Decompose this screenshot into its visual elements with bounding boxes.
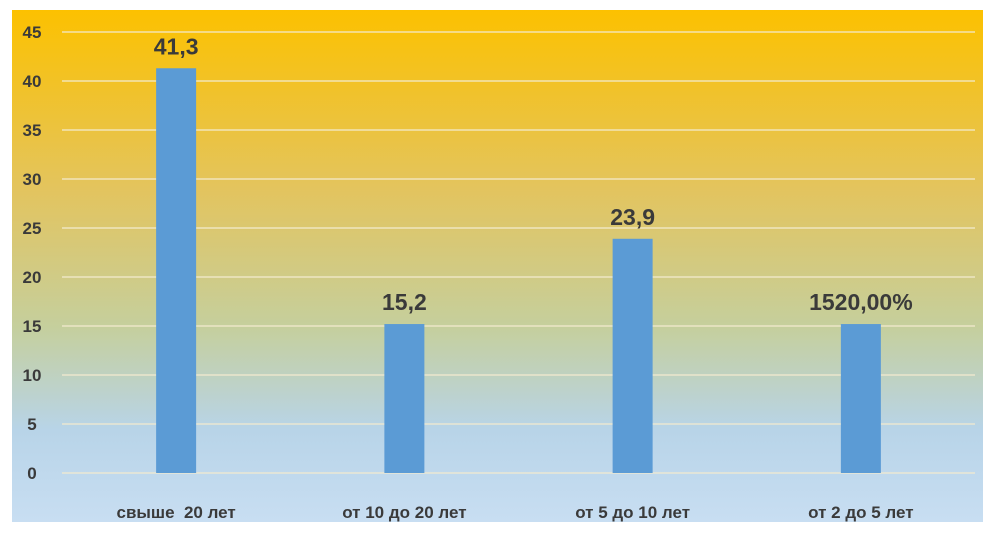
data-label: 41,3	[154, 33, 199, 59]
x-tick-label: от 10 до 20 лет	[342, 503, 466, 522]
data-label: 15,2	[382, 289, 427, 315]
x-tick-label: свыше 20 лет	[116, 503, 235, 522]
y-tick-label: 40	[23, 72, 42, 91]
y-tick-label: 10	[23, 366, 42, 385]
data-label: 1520,00%	[809, 289, 913, 315]
y-tick-label: 45	[23, 23, 42, 42]
bar-chart: 0 5 10 15 20 25 30 35 40 45 41,3 свыше 20 лет 15,2 от…	[23, 23, 975, 522]
y-tick-label: 25	[23, 219, 42, 238]
bar	[840, 324, 881, 473]
bar	[612, 238, 653, 473]
y-tick-label: 5	[27, 415, 36, 434]
bar	[156, 68, 197, 473]
bar	[384, 324, 425, 473]
y-tick-label: 0	[27, 464, 36, 483]
y-tick-label: 30	[23, 170, 42, 189]
x-tick-label: от 2 до 5 лет	[808, 503, 913, 522]
y-tick-label: 15	[23, 317, 42, 336]
x-tick-label: от 5 до 10 лет	[575, 503, 690, 522]
y-tick-label: 35	[23, 121, 42, 140]
y-tick-label: 20	[23, 268, 42, 287]
chart-area: 0 5 10 15 20 25 30 35 40 45 41,3 свыше 20 лет 15,2 от…	[12, 10, 983, 522]
data-label: 23,9	[610, 204, 655, 230]
